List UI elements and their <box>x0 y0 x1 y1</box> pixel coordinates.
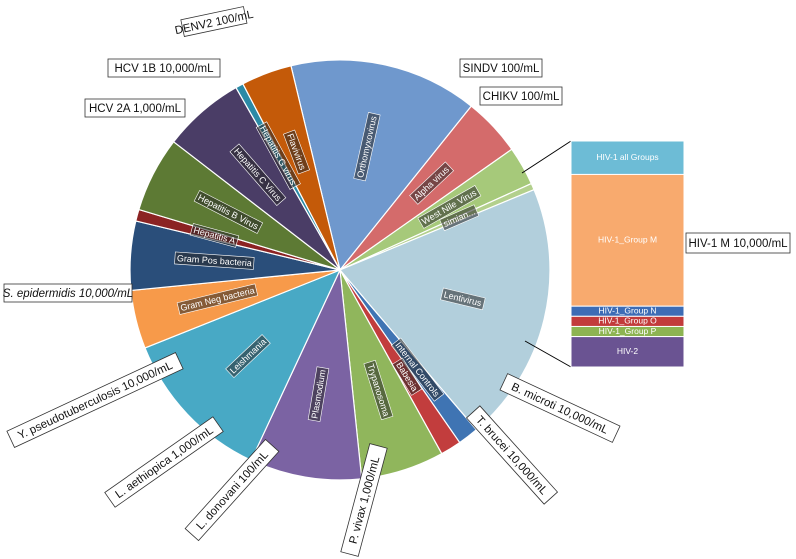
lentivirus-breakdown-bar: HIV-1 all Groups HIV-1_Group M HIV-1_Group… <box>570 140 685 368</box>
annotation-s-epidermidis: S. epidermidis 10,000/mL <box>3 283 133 303</box>
annotation-t-brucei-text: T. brucei 10,000/mL <box>473 414 550 498</box>
annotation-l-aethiopica-text: L. aethiopica 1,000/mL <box>113 424 216 501</box>
annotation-sindv-text: SINDV 100/mL <box>463 63 540 75</box>
breakdown-label-hiv-2: HIV-2 <box>617 346 639 356</box>
breakdown-label-hiv-1-group-o: HIV-1_Group O <box>598 316 657 326</box>
annotation-chikv-text: CHIKV 100/mL <box>483 91 560 103</box>
pie-label-box-simian <box>439 204 480 232</box>
pie-label-box-orthomyxovirus <box>353 112 381 182</box>
pie-label-box-hepatitis-g-virus <box>255 121 301 190</box>
pie-label-box-flavivirus <box>283 129 310 175</box>
breakdown-label-hiv-1-group-m: HIV-1_Group M <box>598 235 657 245</box>
breakdown-segment-hiv-2 <box>570 336 685 368</box>
pie-label-box-gram-neg-bacteria <box>176 283 259 315</box>
annotation-hcv2a-text: HCV 2A 1,000/mL <box>89 103 182 115</box>
pie-label-box-leishmania <box>225 334 271 379</box>
annotation-l-donovani-text: L. donovani 100/mL <box>194 449 271 533</box>
pie-label-box-hepatitis-c-virus <box>229 143 287 207</box>
annotation-denv2: DENV2 100/mL <box>174 6 255 37</box>
pie-label-box-trypanosoma <box>363 359 394 421</box>
breakdown-label-hiv-1-group-n: HIV-1_Group N <box>598 306 656 316</box>
pie-label-box-internal-controls <box>390 337 445 402</box>
annotation-sindv: SINDV 100/mL <box>459 58 543 78</box>
breakdown-label-hiv-1-all-groups: HIV-1 all Groups <box>596 152 658 162</box>
breakdown-connector-top <box>521 140 572 174</box>
annotation-hcv1b: HCV 1B 10,000/mL <box>107 58 221 78</box>
annotation-hiv1m-text: HIV-1 M 10,000/mL <box>688 238 788 250</box>
annotation-l-donovani: L. donovani 100/mL <box>184 438 280 542</box>
pie-label-box-babesia <box>391 357 423 396</box>
annotation-hiv1m: HIV-1 M 10,000/mL <box>685 232 791 254</box>
annotation-l-aethiopica: L. aethiopica 1,000/mL <box>104 416 224 508</box>
pie-label-box-gram-pos-bacteria <box>174 251 255 270</box>
pie-label-box-hepatitis-b-virus <box>193 190 264 234</box>
annotation-s-epidermidis-text: S. epidermidis 10,000/mL <box>3 288 133 300</box>
pie-label-box-hepatitis-a <box>189 223 240 248</box>
pie-label-box-alpha-virus <box>409 161 454 205</box>
annotation-hcv2a: HCV 2A 1,000/mL <box>84 98 186 118</box>
annotation-hcv1b-text: HCV 1B 10,000/mL <box>114 63 214 75</box>
annotation-b-microti: B. microti 10,000/mL <box>499 373 621 443</box>
pie-slice-orthomyxovirus <box>290 59 473 272</box>
breakdown-segment-hiv-1-group-m <box>570 173 685 307</box>
pie-slice-lentivirus <box>339 188 551 431</box>
breakdown-connector-bottom <box>524 340 572 368</box>
annotation-y-pseudotuberculosis-text: Y. pseudotuberculosis 10,000/mL <box>16 359 175 442</box>
annotation-b-microti-text: B. microti 10,000/mL <box>509 381 610 437</box>
annotation-chikv: CHIKV 100/mL <box>479 86 563 106</box>
pie-label-box-lentivirus <box>440 287 486 311</box>
annotation-t-brucei: T. brucei 10,000/mL <box>465 405 559 505</box>
annotation-y-pseudotuberculosis: Y. pseudotuberculosis 10,000/mL <box>6 352 184 448</box>
breakdown-label-hiv-1-group-p: HIV-1_Group P <box>599 326 657 336</box>
pie-label-gram-pos-bacteria: Gram Pos bacteria <box>174 251 255 270</box>
pie-label-box-west-nile-virus <box>417 185 482 229</box>
pie-label-box-plasmodium <box>307 366 330 422</box>
